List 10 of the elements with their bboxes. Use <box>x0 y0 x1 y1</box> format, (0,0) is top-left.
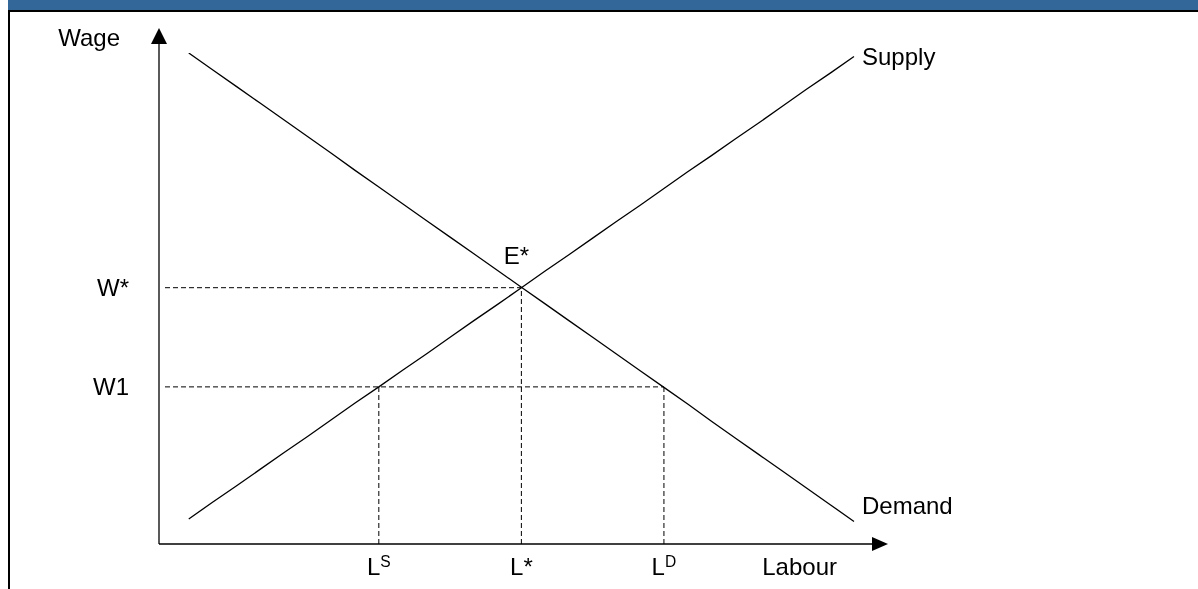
y-axis-title: Wage <box>58 23 120 51</box>
ref-line-label: W* <box>97 274 129 302</box>
ref-line-label: W1 <box>93 373 129 401</box>
annotation: E* <box>503 241 530 269</box>
x-tick-label: L* <box>510 553 533 581</box>
series-label: Demand <box>862 491 953 519</box>
x-tick-label: L$^{S}$ <box>366 552 391 581</box>
x-axis-title: Labour <box>762 553 837 581</box>
series-label: Supply <box>862 42 936 70</box>
x-tick-label: L$^{D}$ <box>651 552 677 581</box>
